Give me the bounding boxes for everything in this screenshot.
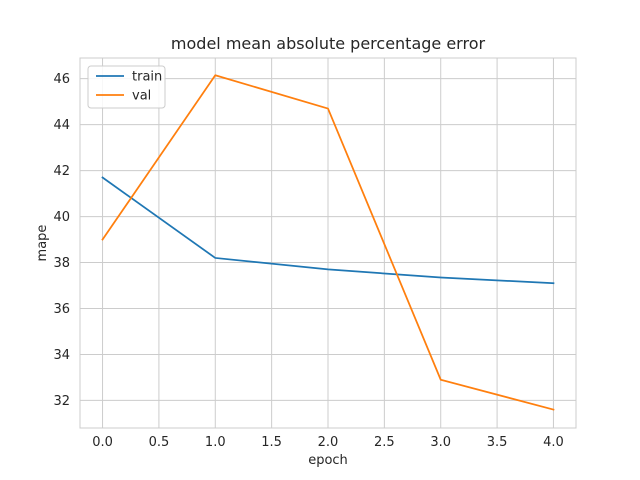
y-tick-label: 46 <box>53 72 70 87</box>
x-tick-label: 4.0 <box>543 435 564 450</box>
grid-lines <box>80 58 576 428</box>
series-line-train <box>101 176 555 285</box>
y-tick-label: 36 <box>53 302 70 317</box>
y-axis-label: mape <box>35 225 50 262</box>
plot-frame <box>79 57 577 429</box>
x-tick-label: 1.5 <box>261 435 282 450</box>
y-tick-labels: 32 34 36 38 40 42 44 46 <box>53 72 70 409</box>
legend: train val <box>87 65 166 109</box>
legend-label-val: val <box>132 89 151 104</box>
y-tick-label: 38 <box>53 256 70 271</box>
x-tick-label: 0.0 <box>92 435 113 450</box>
x-tick-label: 1.0 <box>205 435 226 450</box>
legend-label-train: train <box>132 70 162 85</box>
y-tick-label: 34 <box>53 348 70 363</box>
y-tick-label: 40 <box>53 210 70 225</box>
x-tick-labels: 0.0 0.5 1.0 1.5 2.0 2.5 3.0 3.5 4.0 <box>92 435 564 450</box>
x-tick-label: 0.5 <box>149 435 170 450</box>
x-axis-label: epoch <box>308 453 348 468</box>
x-tick-label: 3.5 <box>487 435 508 450</box>
series-line-val <box>101 74 555 411</box>
x-tick-label: 2.0 <box>318 435 339 450</box>
y-tick-label: 32 <box>53 394 70 409</box>
x-tick-label: 3.0 <box>430 435 451 450</box>
y-tick-label: 42 <box>53 164 70 179</box>
chart-title: model mean absolute percentage error <box>171 34 486 53</box>
y-tick-label: 44 <box>53 118 70 133</box>
x-tick-label: 2.5 <box>374 435 395 450</box>
data-series <box>101 74 555 411</box>
